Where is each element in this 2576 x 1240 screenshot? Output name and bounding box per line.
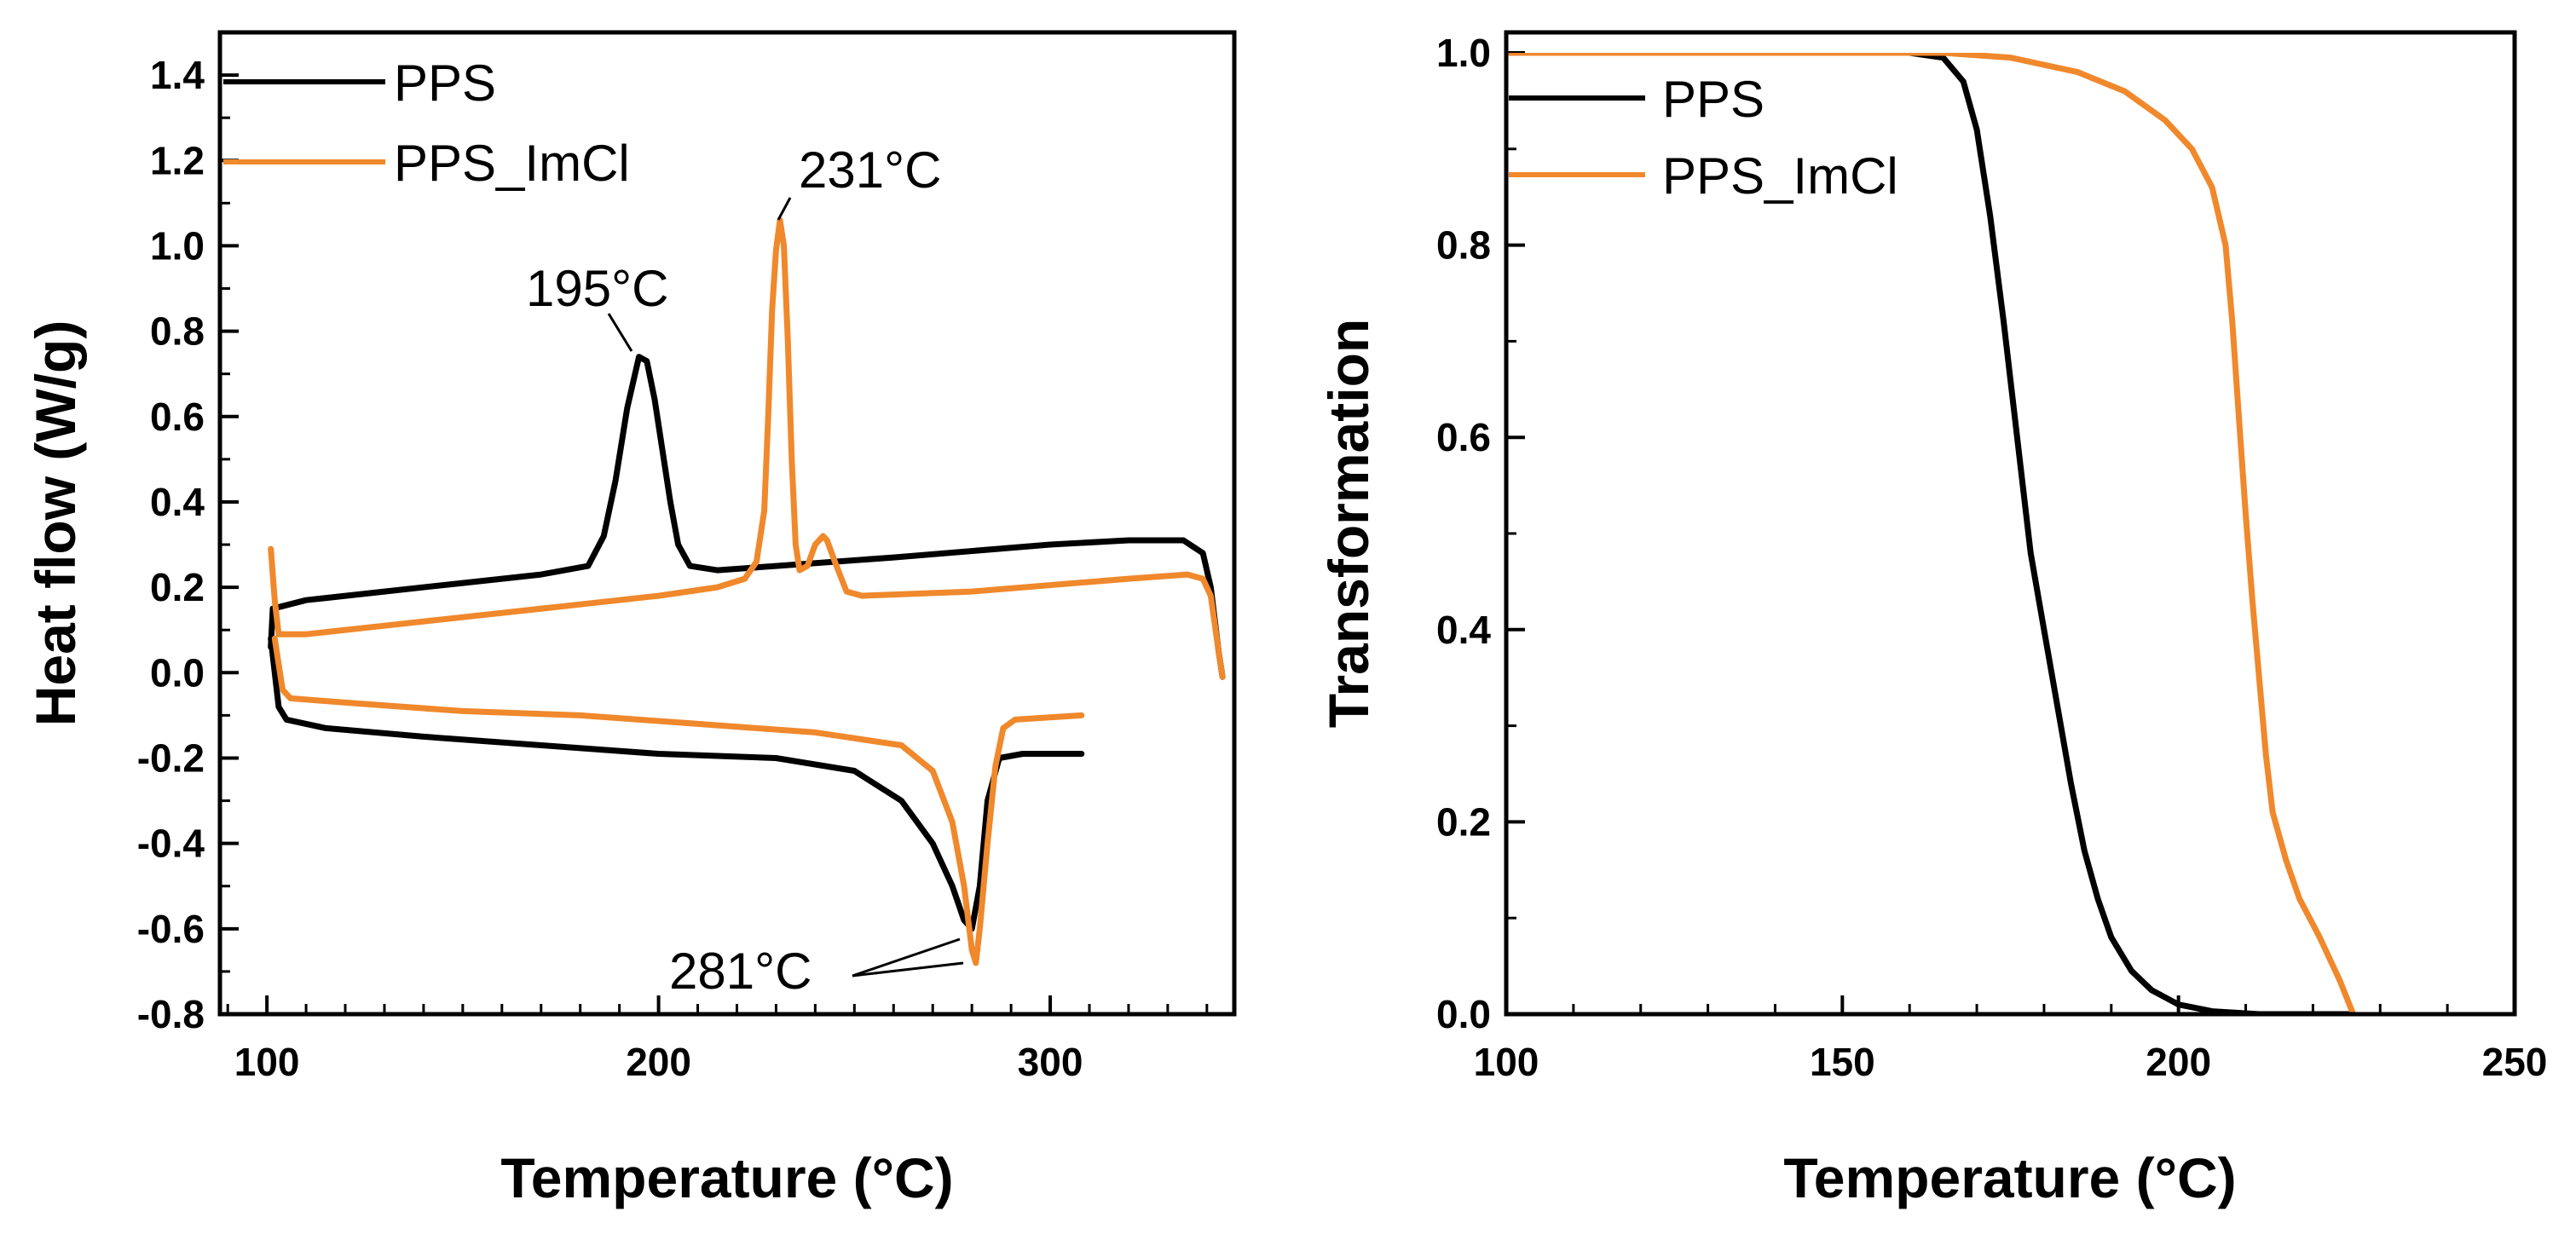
transformation-chart: 100 150 200 250 0.0 0.2 0.4 0.6 0.8 1.0 PPS PPS_I… (1317, 30, 2547, 1209)
annotation-leader-281a (852, 937, 961, 978)
legend-label-pps: PPS (394, 55, 496, 112)
x-tick-label: 150 (1810, 1040, 1875, 1084)
dsc-y-axis-title: Heat flow (W/g) (24, 320, 87, 727)
dsc-heat-flow-chart: 100 200 300 -0.8 -0.6 -0.4 -0.2 0.0 0.2 0.4 0.6 0.8… (24, 30, 1237, 1209)
annotation-195: 195°C (526, 260, 668, 317)
y-tick-label: -0.2 (137, 735, 205, 780)
x-tick-label: 250 (2482, 1040, 2548, 1084)
transformation-tick-labels: 100 150 200 250 0.0 0.2 0.4 0.6 0.8 1.0 (1436, 31, 2547, 1084)
y-tick-label: -0.8 (137, 992, 205, 1036)
annotation-231: 231°C (799, 141, 941, 199)
x-tick-label: 100 (1474, 1040, 1539, 1084)
transformation-legend: PPS PPS_ImCl (1509, 71, 1898, 205)
dsc-annotations: 195°C 231°C 281°C (526, 141, 964, 1000)
series-line (268, 635, 1085, 932)
y-tick-label: -0.4 (137, 822, 205, 866)
annotation-leader-281b (852, 961, 964, 978)
y-tick-label: 1.4 (150, 53, 205, 97)
y-tick-label: 0.4 (1436, 608, 1491, 652)
transformation-x-axis-title: Temperature (°C) (1783, 1146, 2236, 1209)
annotation-leader-195 (607, 313, 633, 352)
y-tick-label: 0.8 (150, 309, 205, 354)
dsc-tick-labels: 100 200 300 -0.8 -0.6 -0.4 -0.2 0.0 0.2 0.4 0.6 0.8… (137, 53, 1083, 1084)
dsc-legend: PPS PPS_ImCl (223, 55, 630, 192)
transformation-y-axis-title: Transformation (1317, 319, 1380, 728)
y-tick-label: 0.2 (150, 565, 205, 609)
legend-label-pps-imcl: PPS_ImCl (1662, 147, 1898, 205)
series-line (1506, 53, 2357, 1014)
y-tick-label: 1.0 (1436, 31, 1491, 75)
dsc-series-layer (268, 216, 1226, 966)
y-tick-label: 0.4 (150, 480, 205, 524)
y-tick-label: 1.0 (150, 223, 205, 268)
series-line (268, 216, 1226, 680)
y-tick-label: 0.6 (150, 395, 205, 439)
y-tick-label: -0.6 (137, 907, 205, 951)
legend-label-pps-imcl: PPS_ImCl (394, 135, 630, 192)
y-tick-label: 0.0 (150, 650, 205, 695)
x-tick-label: 100 (234, 1040, 300, 1084)
series-line (271, 635, 1085, 966)
x-tick-label: 300 (1018, 1040, 1083, 1084)
dsc-x-axis-title: Temperature (°C) (500, 1146, 953, 1209)
y-tick-label: 0.0 (1436, 992, 1491, 1036)
annotation-281: 281°C (669, 943, 811, 1000)
transformation-plot-frame (1504, 30, 2517, 1017)
x-tick-label: 200 (2146, 1040, 2211, 1084)
dsc-plot-frame (217, 30, 1237, 1017)
y-tick-label: 0.2 (1436, 799, 1491, 844)
x-tick-label: 200 (626, 1040, 691, 1084)
y-tick-label: 0.6 (1436, 415, 1491, 459)
series-line (268, 354, 1226, 680)
series-line (1506, 53, 2357, 1014)
annotation-leader-231 (777, 197, 792, 221)
y-tick-label: 0.8 (1436, 223, 1491, 268)
legend-label-pps: PPS (1662, 71, 1765, 128)
transformation-series-layer (1506, 53, 2357, 1014)
transformation-ticks (1505, 51, 2516, 1016)
y-tick-label: 1.2 (150, 138, 205, 182)
